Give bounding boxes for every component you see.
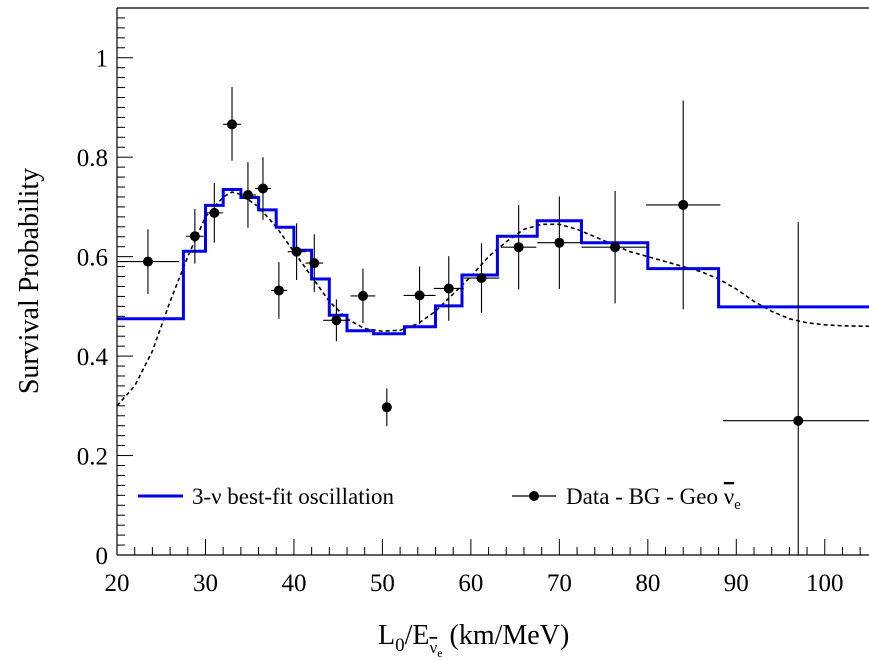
y-tick-label: 0.4 bbox=[77, 344, 109, 371]
data-point bbox=[270, 262, 287, 319]
x-axis-title-subnu: ν bbox=[430, 638, 438, 657]
data-marker bbox=[189, 231, 200, 242]
data-point bbox=[186, 208, 204, 264]
data-point bbox=[323, 299, 350, 342]
x-tick-label: 70 bbox=[547, 570, 572, 597]
data-marker bbox=[554, 237, 565, 248]
data-marker bbox=[678, 199, 689, 210]
data-point bbox=[463, 243, 500, 313]
dashed-curve-line bbox=[117, 191, 869, 407]
best-fit-step-line bbox=[117, 188, 869, 336]
data-marker bbox=[610, 242, 621, 253]
data-point bbox=[723, 221, 869, 555]
x-tick-label: 90 bbox=[724, 570, 749, 597]
data-point bbox=[581, 190, 649, 304]
y-tick-label: 0.6 bbox=[77, 245, 108, 272]
data-point bbox=[350, 268, 376, 324]
y-tick-label: 0.8 bbox=[77, 145, 108, 172]
plot-area bbox=[117, 87, 869, 555]
data-point bbox=[239, 162, 256, 228]
data-marker bbox=[291, 246, 302, 257]
data-marker bbox=[242, 189, 253, 200]
data-point bbox=[305, 234, 324, 292]
legend: 3-ν best-fit oscillation Data - BG - Geo… bbox=[138, 484, 741, 513]
data-marker bbox=[513, 242, 524, 253]
data-point bbox=[500, 204, 537, 290]
data-point bbox=[223, 87, 241, 161]
data-marker bbox=[443, 283, 454, 294]
y-axis-title: Survival Probability bbox=[14, 168, 45, 394]
data-point bbox=[537, 196, 582, 289]
data-marker bbox=[331, 315, 342, 326]
x-axis-title-L: L bbox=[378, 620, 395, 651]
data-point bbox=[433, 256, 464, 321]
legend-data-swatch-marker bbox=[529, 491, 539, 501]
data-point bbox=[403, 266, 436, 325]
data-marker bbox=[257, 183, 268, 194]
data-marker bbox=[414, 290, 425, 301]
x-axis-title: L0/Eνe (km/MeV) bbox=[378, 620, 569, 660]
data-marker bbox=[209, 207, 220, 218]
x-tick-label: 60 bbox=[458, 570, 483, 597]
x-axis-title-units: (km/MeV) bbox=[443, 620, 570, 651]
data-marker bbox=[227, 119, 238, 130]
legend-fit-label: 3-ν best-fit oscillation bbox=[192, 484, 395, 509]
data-marker bbox=[476, 273, 487, 284]
data-marker bbox=[309, 258, 320, 269]
legend-data-label-sub: e bbox=[734, 497, 741, 513]
x-tick-label: 20 bbox=[105, 570, 130, 597]
legend-data-label: Data - BG - Geo νe bbox=[566, 484, 741, 513]
data-marker bbox=[793, 415, 804, 426]
x-tick-label: 80 bbox=[635, 570, 660, 597]
y-tick-label: 0.2 bbox=[77, 444, 108, 471]
legend-data-label-nu: ν bbox=[724, 484, 734, 509]
data-point bbox=[287, 223, 306, 281]
y-tick-label: 0 bbox=[96, 543, 109, 570]
data-point bbox=[255, 157, 271, 220]
x-tick-label: 100 bbox=[806, 570, 844, 597]
x-axis-title-sube: e bbox=[437, 646, 442, 660]
data-marker bbox=[142, 256, 153, 267]
x-axis-title-slash: /E bbox=[405, 620, 430, 651]
data-point bbox=[646, 100, 721, 310]
axis-ticks: 20 30 40 50 60 70 80 90 100 0 0.2 0.4 0.6 0.8 1 bbox=[77, 7, 861, 597]
x-tick-label: 30 bbox=[193, 570, 218, 597]
data-point bbox=[381, 388, 392, 427]
legend-data-label-prefix: Data - BG - Geo bbox=[566, 484, 724, 509]
x-axis-title-sub0: 0 bbox=[395, 635, 405, 656]
data-marker bbox=[273, 285, 284, 296]
y-tick-label: 1 bbox=[96, 46, 109, 73]
x-tick-label: 50 bbox=[370, 570, 395, 597]
data-point bbox=[205, 183, 224, 243]
x-tick-label: 40 bbox=[281, 570, 306, 597]
data-point bbox=[117, 229, 179, 294]
data-marker bbox=[381, 402, 392, 413]
data-marker bbox=[357, 290, 368, 301]
